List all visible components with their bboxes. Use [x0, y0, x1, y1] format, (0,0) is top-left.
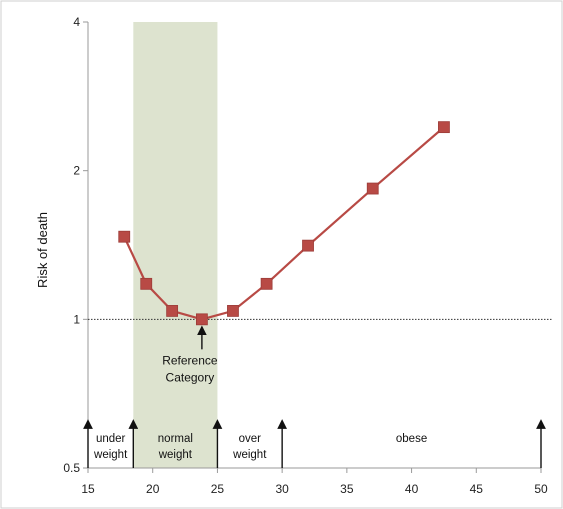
category-label: weight: [158, 449, 193, 461]
x-tick-label: 20: [146, 482, 160, 496]
annotation-layer: Reference Category: [162, 325, 218, 384]
x-tick-label: 15: [81, 482, 95, 496]
annotation-label: Category: [166, 370, 215, 384]
data-point: [366, 182, 379, 195]
category-label: obese: [396, 433, 427, 445]
x-tick-label: 30: [275, 482, 289, 496]
data-point: [438, 121, 450, 134]
x-tick-label: 40: [405, 482, 419, 496]
category-label: over: [239, 433, 262, 445]
data-point: [302, 239, 314, 252]
x-tick-label: 25: [211, 482, 225, 496]
y-tick-label: 4: [73, 15, 80, 29]
data-point: [166, 305, 179, 317]
x-tick-label: 35: [340, 482, 354, 496]
y-tick-label: 1: [73, 312, 80, 326]
category-layer: under weight normal weight over weight obese: [83, 419, 546, 468]
category-label: under: [96, 433, 126, 445]
data-point: [140, 277, 153, 290]
y-axis-title: Risk of death: [35, 212, 50, 288]
y-tick-label: 2: [73, 164, 80, 178]
data-point: [227, 305, 239, 317]
data-point: [118, 230, 131, 243]
x-tick-label: 45: [470, 482, 484, 496]
data-point: [260, 277, 273, 290]
annotation-label: Reference: [162, 353, 218, 367]
x-tick-label: 50: [534, 482, 548, 496]
category-label: weight: [93, 449, 128, 461]
y-tick-label: 0.5: [63, 461, 80, 475]
series-layer: [118, 121, 450, 326]
normal-weight-band: [133, 22, 218, 468]
data-point: [195, 313, 208, 326]
axes-layer: 0.5 1 2 4 15 20 25 30 35 40 45 50: [63, 15, 548, 496]
category-label: normal: [158, 433, 193, 445]
category-label: weight: [232, 449, 267, 461]
band-layer: [133, 22, 218, 468]
